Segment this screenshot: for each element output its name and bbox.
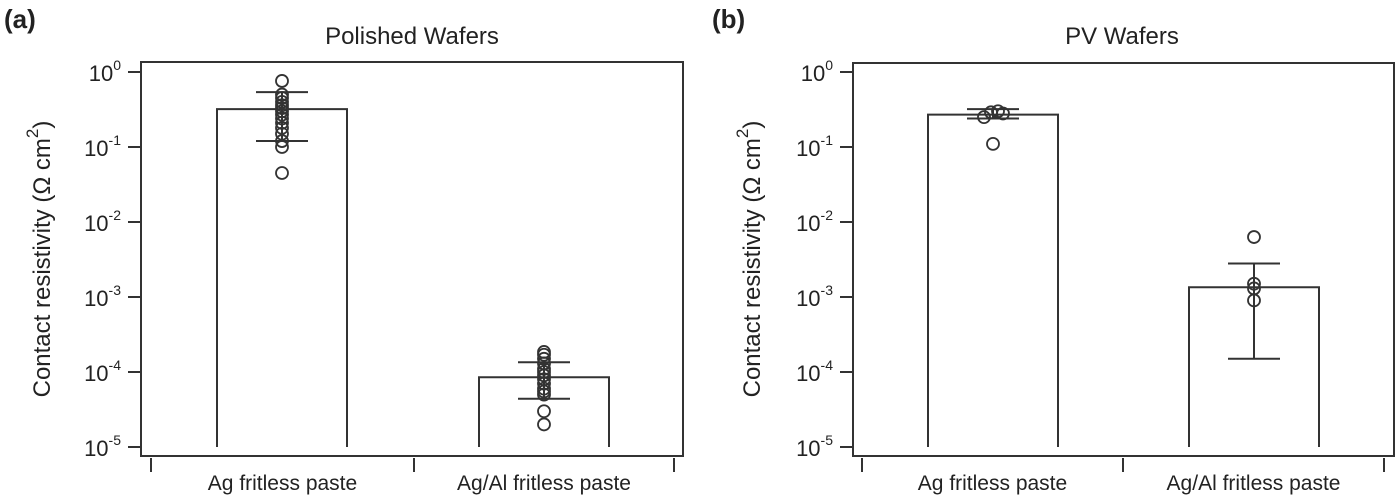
plot-area: 100 10-1 10-2 10-3 10-4 10-5 Ag fritless paste… (84, 57, 684, 495)
y-tick-label: 10-4 (796, 357, 833, 386)
y-axis-label-superscript: 2 (733, 129, 752, 138)
data-point (275, 91, 289, 105)
data-point (537, 404, 551, 419)
data-point (537, 376, 551, 391)
data-point (986, 136, 1000, 151)
x-category-label: Ag fritless paste (208, 472, 357, 495)
data-point (537, 387, 551, 402)
data-point (1247, 276, 1261, 291)
data-point (1247, 230, 1261, 244)
x-category-label: Ag/Al fritless paste (457, 472, 631, 495)
y-tick-label: 10-3 (796, 282, 833, 311)
data-point (537, 347, 551, 362)
data-point (537, 351, 551, 366)
bar (927, 113, 1059, 447)
y-tick-label: 10-1 (796, 132, 833, 161)
data-point (275, 134, 289, 148)
y-axis-label: Contact resistivity (Ω cm2) (733, 121, 766, 398)
panel-a: (a) Polished Wafers Contact resistivity … (4, 4, 684, 495)
data-point (275, 166, 289, 180)
panel-label: (b) (712, 4, 745, 34)
data-point (977, 110, 991, 125)
data-point (275, 126, 289, 141)
y-axis-label-superscript: 2 (23, 129, 42, 138)
y-tick-label: 10-5 (84, 432, 121, 461)
y-tick-label: 10-2 (796, 207, 833, 236)
data-point (1247, 293, 1261, 308)
plot-frame (852, 62, 1395, 457)
y-tick-label: 100 (89, 57, 121, 86)
bar (216, 108, 348, 447)
y-tick-label: 100 (801, 57, 833, 86)
plot-area: 100 10-1 10-2 10-3 10-4 10-5 Ag fritless paste… (796, 57, 1395, 495)
y-axis-label-close: ) (739, 121, 766, 129)
y-tick-label: 10-3 (84, 282, 121, 311)
svg-text:Contact resistivity (Ω cm2): Contact resistivity (Ω cm2) (23, 121, 56, 398)
panel-b: (b) PV Wafers Contact resistivity (Ω cm2… (712, 4, 1395, 495)
x-category-label: Ag/Al fritless paste (1167, 472, 1341, 495)
data-point (996, 106, 1010, 121)
chart-title: Polished Wafers (325, 23, 499, 50)
y-axis-label-close: ) (29, 121, 56, 129)
data-point (537, 417, 551, 432)
panel-label: (a) (4, 4, 36, 34)
data-point (537, 368, 551, 383)
chart-title: PV Wafers (1065, 23, 1179, 50)
data-point (275, 115, 289, 130)
data-point (275, 111, 289, 126)
x-category-label: Ag fritless paste (918, 472, 1067, 495)
data-point (275, 87, 289, 102)
y-tick-label: 10-2 (84, 207, 121, 236)
data-point (275, 74, 289, 88)
data-point (275, 107, 289, 122)
y-tick-label: 10-1 (84, 132, 121, 161)
y-tick-label: 10-5 (796, 432, 833, 461)
svg-text:Contact resistivity (Ω cm2): Contact resistivity (Ω cm2) (733, 121, 766, 398)
data-point (275, 140, 289, 154)
data-point (275, 120, 289, 135)
plot-frame (140, 61, 684, 457)
y-axis-label-text: Contact resistivity (Ω cm (739, 138, 766, 397)
y-tick-label: 10-4 (84, 357, 121, 386)
y-axis-label-text: Contact resistivity (Ω cm (29, 138, 56, 397)
y-axis-label: Contact resistivity (Ω cm2) (23, 121, 56, 398)
